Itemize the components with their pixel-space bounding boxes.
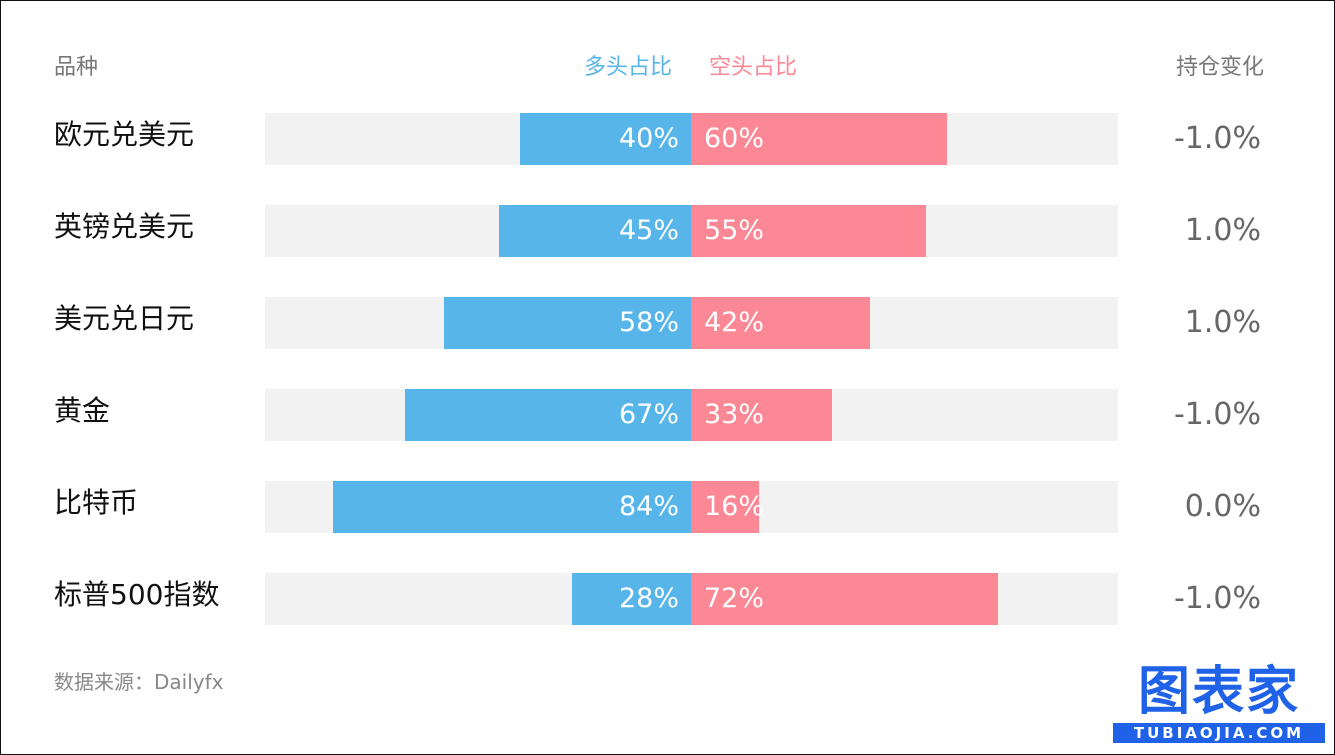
long-bar	[520, 113, 691, 165]
position-change-value: -1.0%	[1173, 397, 1261, 432]
logo-url: TUBIAOJIA.COM	[1113, 723, 1325, 743]
long-bar	[499, 205, 691, 257]
long-value-label: 84%	[618, 491, 679, 522]
short-value-label: 16%	[704, 491, 765, 522]
data-source: 数据来源：Dailyfx	[54, 670, 224, 694]
header-long-ratio: 多头占比	[584, 55, 673, 80]
chart-row: 欧元兑美元 40% 60% -1.0%	[1, 113, 1334, 165]
category-label: 美元兑日元	[54, 302, 195, 335]
category-label: 黄金	[54, 394, 111, 427]
logo-name: 图表家	[1137, 662, 1300, 722]
short-bar	[691, 481, 760, 533]
short-bar	[691, 297, 871, 349]
header-category: 品种	[54, 55, 99, 80]
position-change-value: 1.0%	[1184, 213, 1261, 248]
long-bar	[332, 481, 691, 533]
long-value-label: 45%	[618, 215, 679, 246]
short-bar	[691, 389, 832, 441]
category-label: 欧元兑美元	[54, 118, 195, 151]
position-change-value: 1.0%	[1184, 305, 1261, 340]
short-value-label: 55%	[704, 215, 765, 246]
short-bar	[691, 113, 947, 165]
short-value-label: 42%	[704, 307, 765, 338]
header-position-change: 持仓变化	[1175, 55, 1264, 80]
short-value-label: 33%	[704, 399, 765, 430]
header-short-ratio: 空头占比	[709, 55, 798, 80]
category-label: 标普500指数	[54, 578, 220, 611]
long-bar	[571, 573, 691, 625]
position-change-value: -1.0%	[1173, 121, 1261, 156]
chart-row: 黄金 67% 33% -1.0%	[1, 389, 1334, 441]
logo: 图表家 TUBIAOJIA.COM	[1113, 663, 1325, 745]
position-change-value: -1.0%	[1173, 581, 1261, 616]
long-value-label: 58%	[618, 307, 679, 338]
long-value-label: 28%	[618, 583, 679, 614]
long-bar	[443, 297, 691, 349]
short-value-label: 72%	[704, 583, 765, 614]
chart-row: 美元兑日元 58% 42% 1.0%	[1, 297, 1334, 349]
chart-row: 英镑兑美元 45% 55% 1.0%	[1, 205, 1334, 257]
chart-row: 标普500指数 28% 72% -1.0%	[1, 573, 1334, 625]
category-label: 比特币	[54, 486, 139, 519]
long-bar	[405, 389, 691, 441]
position-change-value: 0.0%	[1184, 489, 1261, 524]
short-bar	[691, 205, 926, 257]
chart-row: 比特币 84% 16% 0.0%	[1, 481, 1334, 533]
long-value-label: 40%	[618, 123, 679, 154]
long-value-label: 67%	[618, 399, 679, 430]
short-value-label: 60%	[704, 123, 765, 154]
category-label: 英镑兑美元	[54, 210, 195, 243]
short-bar	[691, 573, 999, 625]
